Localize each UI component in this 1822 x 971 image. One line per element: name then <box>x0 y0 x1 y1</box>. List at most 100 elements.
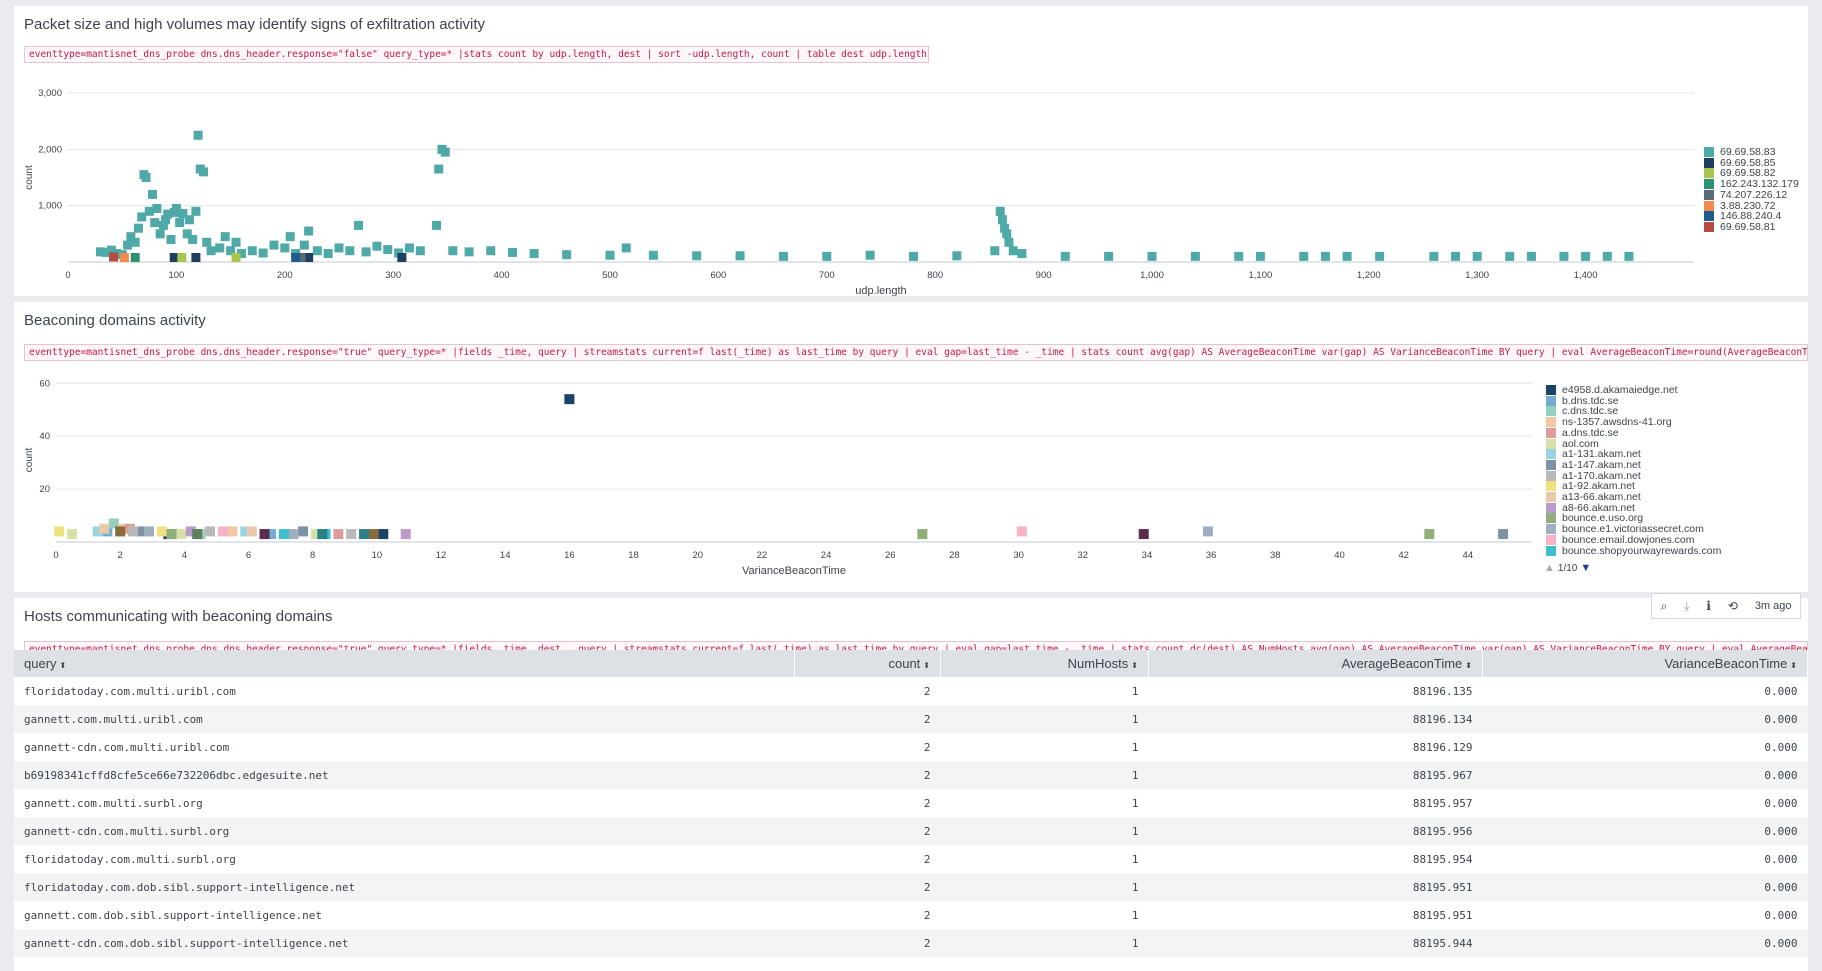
legend-item[interactable]: 74.207.226.12 <box>1704 189 1787 201</box>
data-point[interactable] <box>507 247 517 257</box>
data-point[interactable] <box>192 529 203 540</box>
table-cell-variancebeacontime[interactable]: 0.000 <box>1764 796 1798 810</box>
search-query[interactable]: eventtype=mantisnet_dns_probe dns.dns_he… <box>24 46 929 63</box>
data-point[interactable] <box>304 252 314 262</box>
data-point[interactable] <box>231 237 241 247</box>
data-point[interactable] <box>205 526 216 537</box>
legend-item[interactable]: a1-131.akam.net <box>1546 448 1641 460</box>
table-cell-averagebeacontime[interactable]: 88196.135 <box>1412 684 1473 698</box>
table-cell-numhosts[interactable]: 1 <box>1131 684 1139 698</box>
data-point[interactable] <box>312 246 322 256</box>
data-point[interactable] <box>692 251 702 261</box>
data-point[interactable] <box>247 246 257 256</box>
data-point[interactable] <box>115 526 126 537</box>
data-point[interactable] <box>648 250 658 260</box>
table-cell-averagebeacontime[interactable]: 88195.944 <box>1148 929 1483 957</box>
table-cell-query[interactable]: floridatoday.com.multi.uribl.com <box>24 684 236 698</box>
data-point[interactable] <box>997 215 1007 225</box>
data-point[interactable] <box>1624 251 1634 261</box>
data-point[interactable] <box>1147 251 1157 261</box>
data-point[interactable] <box>486 246 496 256</box>
column-header-numhosts[interactable]: NumHosts ⬍ <box>940 650 1149 677</box>
legend-item[interactable]: a1-147.akam.net <box>1546 459 1641 471</box>
table-cell-variancebeacontime[interactable]: 0.000 <box>1482 873 1808 901</box>
data-point[interactable] <box>215 243 225 253</box>
data-point[interactable] <box>259 529 270 540</box>
data-point[interactable] <box>1017 249 1027 259</box>
data-point[interactable] <box>1320 251 1330 261</box>
table-row[interactable]: gannett-cdn.com.multi.uribl.com 2 1 88196.1… <box>14 733 1808 761</box>
data-point[interactable] <box>1000 223 1010 233</box>
data-point[interactable] <box>404 243 414 253</box>
legend-item[interactable]: ns-1357.awsdns-41.org <box>1546 416 1672 428</box>
data-point[interactable] <box>434 164 444 174</box>
column-header-averagebeacontime[interactable]: AverageBeaconTime ⬍ <box>1148 650 1483 677</box>
data-point[interactable] <box>415 246 425 256</box>
table-cell-query[interactable]: gannett.com.dob.sibl.support-intelligenc… <box>24 908 323 922</box>
data-point[interactable] <box>1008 246 1018 256</box>
data-point[interactable] <box>334 243 344 253</box>
data-point[interactable] <box>258 248 268 258</box>
data-point[interactable] <box>1472 251 1482 261</box>
legend-item[interactable]: 162.243.132.179 <box>1704 178 1799 190</box>
legend-item[interactable]: 69.69.58.82 <box>1704 167 1775 179</box>
data-point[interactable] <box>177 252 187 262</box>
refresh-icon[interactable]: ⟲ <box>1727 599 1738 613</box>
data-point[interactable] <box>191 206 201 216</box>
legend-item[interactable]: aol.com <box>1546 438 1599 450</box>
table-cell-numhosts[interactable]: 1 <box>1131 852 1139 866</box>
data-point[interactable] <box>285 232 295 242</box>
table-cell-averagebeacontime[interactable]: 88196.134 <box>1148 705 1483 733</box>
packet-size-chart[interactable]: 1,000 2,000 3,000 0 100 200 300 400 500 600 700 800… <box>14 66 1808 296</box>
table-row[interactable]: gannett.com.multi.surbl.org 2 1 88195.957 0.… <box>14 789 1808 817</box>
info-icon[interactable]: i <box>1706 599 1711 613</box>
data-point[interactable] <box>99 523 110 534</box>
table-cell-averagebeacontime[interactable]: 88195.951 <box>1412 908 1473 922</box>
data-point[interactable] <box>220 232 230 242</box>
data-point[interactable] <box>137 212 147 222</box>
data-point[interactable] <box>394 248 404 258</box>
data-point[interactable] <box>296 252 306 262</box>
table-cell-numhosts[interactable]: 1 <box>940 873 1149 901</box>
table-cell-count[interactable]: 2 <box>794 817 941 845</box>
data-point[interactable] <box>1342 251 1352 261</box>
data-point[interactable] <box>182 229 192 239</box>
column-header-variancebeacontime[interactable]: VarianceBeaconTime ⬍ <box>1482 650 1808 677</box>
table-cell-numhosts[interactable]: 1 <box>940 817 1149 845</box>
data-point[interactable] <box>166 234 176 244</box>
data-point[interactable] <box>158 220 168 230</box>
data-point[interactable] <box>156 526 167 537</box>
data-point[interactable] <box>1138 529 1149 540</box>
data-point[interactable] <box>1299 251 1309 261</box>
sort-icon[interactable]: ⬍ <box>1465 661 1472 670</box>
data-point[interactable] <box>206 246 216 256</box>
legend-item[interactable]: bounce.e.uso.org <box>1546 512 1643 524</box>
table-cell-variancebeacontime[interactable]: 0.000 <box>1482 929 1808 957</box>
legend-item[interactable]: bounce.email.dowjones.com <box>1546 534 1695 546</box>
data-point[interactable] <box>169 252 179 262</box>
legend-item[interactable]: c.dns.tdc.se <box>1546 405 1618 417</box>
data-point[interactable] <box>323 249 333 259</box>
data-point[interactable] <box>298 526 309 537</box>
data-point[interactable] <box>299 240 309 250</box>
column-header-count[interactable]: count ⬍ <box>794 650 941 677</box>
column-header-query[interactable]: query ⬍ <box>14 650 795 677</box>
data-point[interactable] <box>109 252 119 262</box>
data-point[interactable] <box>917 529 928 540</box>
data-point[interactable] <box>383 245 393 255</box>
legend-item[interactable]: 69.69.58.83 <box>1704 146 1775 158</box>
data-point[interactable] <box>178 209 188 219</box>
data-point[interactable] <box>133 223 143 233</box>
data-point[interactable] <box>1016 526 1027 537</box>
data-point[interactable] <box>432 220 442 230</box>
data-point[interactable] <box>1581 251 1591 261</box>
data-point[interactable] <box>265 529 276 540</box>
data-point[interactable] <box>448 246 458 256</box>
data-point[interactable] <box>1202 526 1213 537</box>
table-cell-query[interactable]: gannett.com.multi.surbl.org <box>24 796 203 810</box>
table-cell-count[interactable]: 2 <box>794 761 941 789</box>
data-point[interactable] <box>128 526 139 537</box>
table-cell-averagebeacontime[interactable]: 88195.951 <box>1148 873 1483 901</box>
table-cell-numhosts[interactable]: 1 <box>1131 740 1139 754</box>
